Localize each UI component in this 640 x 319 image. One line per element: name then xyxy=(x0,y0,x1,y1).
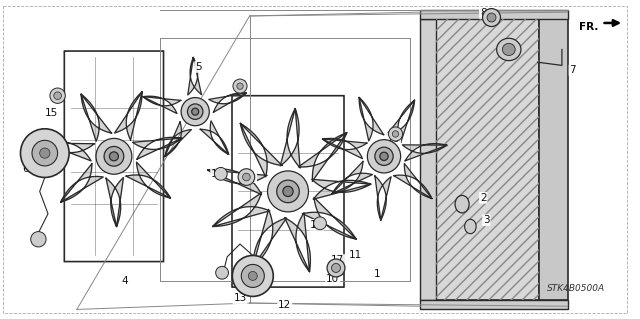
Polygon shape xyxy=(45,142,94,161)
Text: 15: 15 xyxy=(243,172,256,182)
Bar xyxy=(420,300,568,309)
Polygon shape xyxy=(375,176,391,220)
Circle shape xyxy=(216,266,228,279)
Circle shape xyxy=(192,108,198,115)
Circle shape xyxy=(483,9,500,26)
Ellipse shape xyxy=(455,195,469,213)
Bar xyxy=(420,19,436,300)
Circle shape xyxy=(109,152,118,161)
Circle shape xyxy=(243,173,250,181)
Circle shape xyxy=(388,127,403,141)
Circle shape xyxy=(214,167,227,180)
Polygon shape xyxy=(207,169,267,195)
Text: 5: 5 xyxy=(195,62,202,72)
Text: FR.: FR. xyxy=(579,22,598,32)
Circle shape xyxy=(367,140,401,173)
Text: 9: 9 xyxy=(512,41,518,51)
Polygon shape xyxy=(332,161,372,194)
Polygon shape xyxy=(387,100,415,143)
Ellipse shape xyxy=(465,219,476,234)
Polygon shape xyxy=(115,92,142,140)
Circle shape xyxy=(188,104,203,119)
Circle shape xyxy=(20,129,69,177)
Polygon shape xyxy=(126,162,171,198)
Bar xyxy=(436,19,539,300)
Circle shape xyxy=(50,88,65,103)
Text: STK4B0500A: STK4B0500A xyxy=(547,284,605,293)
Circle shape xyxy=(31,232,46,247)
Bar xyxy=(539,19,568,300)
Polygon shape xyxy=(200,121,228,154)
Polygon shape xyxy=(303,197,356,239)
Polygon shape xyxy=(394,164,432,199)
Polygon shape xyxy=(143,96,180,114)
Polygon shape xyxy=(212,193,270,226)
Text: 16: 16 xyxy=(234,79,246,90)
Text: 8: 8 xyxy=(480,8,486,18)
Polygon shape xyxy=(209,93,246,112)
Polygon shape xyxy=(312,179,371,199)
Circle shape xyxy=(487,13,496,22)
Ellipse shape xyxy=(502,43,515,56)
Circle shape xyxy=(375,147,393,166)
Text: 14: 14 xyxy=(211,169,224,179)
Ellipse shape xyxy=(497,38,521,61)
Polygon shape xyxy=(164,122,191,157)
Circle shape xyxy=(181,98,209,126)
Circle shape xyxy=(332,263,340,272)
Polygon shape xyxy=(106,178,124,227)
Circle shape xyxy=(268,171,308,212)
Circle shape xyxy=(392,131,399,137)
Circle shape xyxy=(32,140,58,166)
Polygon shape xyxy=(403,144,447,161)
Text: 2: 2 xyxy=(480,193,486,203)
Text: 12: 12 xyxy=(278,300,291,310)
Polygon shape xyxy=(298,133,347,181)
Text: 6: 6 xyxy=(22,164,29,174)
Circle shape xyxy=(54,92,61,100)
Polygon shape xyxy=(323,138,367,159)
Circle shape xyxy=(283,186,293,197)
Polygon shape xyxy=(81,94,111,141)
Polygon shape xyxy=(359,97,383,141)
Text: 15: 15 xyxy=(45,108,58,118)
Polygon shape xyxy=(132,137,182,159)
Circle shape xyxy=(380,152,388,160)
Circle shape xyxy=(314,217,326,230)
Circle shape xyxy=(40,148,50,158)
Circle shape xyxy=(233,79,247,93)
Polygon shape xyxy=(61,164,103,202)
Circle shape xyxy=(327,259,345,277)
Bar xyxy=(420,10,568,19)
Circle shape xyxy=(248,271,257,280)
Text: 1: 1 xyxy=(374,269,381,279)
Circle shape xyxy=(238,169,255,185)
Text: 10: 10 xyxy=(326,274,339,284)
Polygon shape xyxy=(280,108,300,168)
Polygon shape xyxy=(188,57,202,95)
Text: 14: 14 xyxy=(310,220,323,230)
Circle shape xyxy=(232,256,273,296)
Circle shape xyxy=(237,83,243,89)
Bar xyxy=(436,19,539,300)
Polygon shape xyxy=(240,123,282,177)
Polygon shape xyxy=(253,210,287,267)
Text: 13: 13 xyxy=(234,293,246,303)
Circle shape xyxy=(241,264,264,287)
Text: 11: 11 xyxy=(349,250,362,260)
Polygon shape xyxy=(285,213,310,272)
Text: 4: 4 xyxy=(122,276,128,286)
Circle shape xyxy=(276,180,300,203)
Circle shape xyxy=(96,138,132,174)
Text: 7: 7 xyxy=(570,65,576,75)
Text: 16: 16 xyxy=(387,134,400,144)
Text: 3: 3 xyxy=(483,215,490,225)
Circle shape xyxy=(104,146,124,166)
Text: 17: 17 xyxy=(332,255,344,265)
